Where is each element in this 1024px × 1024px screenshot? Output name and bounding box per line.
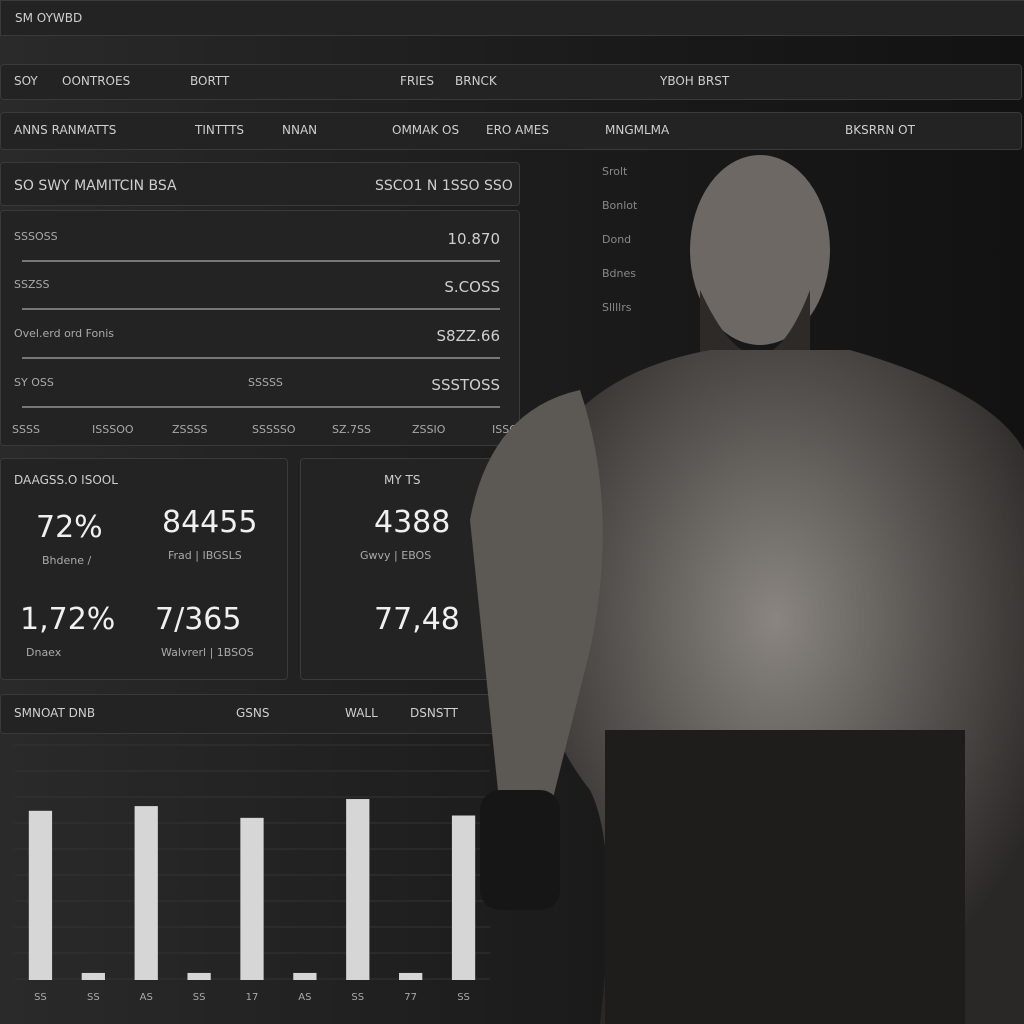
- stat-label: Walvrerl | 1BSOS: [161, 646, 254, 659]
- x-tick-label: 77: [404, 992, 417, 1003]
- stat-label: Gwvy | EBOS: [360, 549, 432, 562]
- row-label: SSZSS: [14, 278, 50, 291]
- row-divider: [22, 260, 500, 262]
- subtab: BKSRRN OT: [845, 123, 915, 137]
- subtab: OMMAK OS: [392, 123, 460, 137]
- stat-value: 7/365: [155, 602, 242, 637]
- summary-title: SO SWY MAMITCIN BSA: [14, 178, 177, 194]
- subtab: TINTTTS: [195, 123, 245, 137]
- subtab: ANNS RANMATTS: [14, 123, 117, 137]
- x-tick-label: SS: [351, 992, 364, 1003]
- footer-cell: ZSSIO: [412, 423, 446, 436]
- side-label: Dond: [602, 233, 632, 246]
- side-label: Sllllrs: [602, 301, 632, 314]
- row-label: Ovel.erd ord Fonis: [14, 327, 115, 340]
- row-value: SSSTOSS: [431, 376, 500, 394]
- stat-value: 4388: [374, 505, 451, 540]
- subtab-bar: [0, 112, 1022, 150]
- chart-header: [0, 694, 502, 734]
- bar: [240, 817, 264, 980]
- row-divider: [22, 357, 500, 359]
- bar: [399, 972, 423, 980]
- tab-bar: [0, 64, 1022, 100]
- chart-header-label: SMNOAT DNB: [14, 706, 96, 720]
- x-tick-label: AS: [140, 992, 153, 1003]
- stat-label: Bhdene /: [42, 554, 92, 567]
- row-value: 10.870: [447, 230, 501, 248]
- bar-chart: SS SS AS SS 17 AS SS 77 SS: [14, 744, 490, 1003]
- chart-header-label: DSNSTT: [410, 706, 458, 720]
- mini-panel: [300, 458, 502, 680]
- footer-cell: ISSSOO: [92, 423, 134, 436]
- athlete-photo: [470, 155, 1024, 1024]
- bar: [187, 972, 211, 980]
- stat-value: 84455: [162, 505, 258, 540]
- stats-panel: [0, 458, 288, 680]
- tab: YBOH BRST: [660, 74, 730, 88]
- stat-value: 77,48: [374, 602, 460, 637]
- summary-meta: SSCO1 N 1SSO SSO: [375, 178, 513, 194]
- bar: [346, 799, 370, 980]
- x-tick-label: SS: [193, 992, 206, 1003]
- side-label: Srolt: [602, 165, 628, 178]
- tab: SOY: [14, 74, 38, 88]
- tab: FRIES: [400, 74, 434, 88]
- stat-value: 1,72%: [20, 602, 116, 637]
- bar: [451, 815, 476, 980]
- subtab: NNAN: [282, 123, 318, 137]
- row-divider: [22, 406, 500, 408]
- row-mid: SSSSS: [248, 376, 283, 389]
- app-title: SM OYWBD: [15, 11, 83, 25]
- row-value: S8ZZ.66: [436, 327, 500, 345]
- x-tick-label: SS: [34, 992, 47, 1003]
- bar: [293, 972, 317, 980]
- subtab: ERO AMES: [486, 123, 549, 137]
- bar: [28, 810, 53, 980]
- x-tick-label: SS: [87, 992, 100, 1003]
- stat-label: Frad | IBGSLS: [168, 549, 242, 562]
- row-divider: [22, 308, 500, 310]
- x-tick-label: AS: [298, 992, 311, 1003]
- tab: OONTROES: [62, 74, 131, 88]
- chart-header-label: GSNS: [236, 706, 270, 720]
- footer-cell: ZSSSS: [172, 423, 208, 436]
- tab: BORTT: [190, 74, 230, 88]
- row-label: SSSOSS: [14, 230, 58, 243]
- bar: [134, 806, 158, 980]
- summary-header: [0, 162, 520, 206]
- chart-header-label: WALL: [345, 706, 378, 720]
- subtab: MNGMLMA: [605, 123, 670, 137]
- footer-cell: SZ.7SS: [332, 423, 371, 436]
- x-tick-label: 17: [246, 992, 259, 1003]
- top-bar: [0, 0, 1024, 36]
- footer-cell: SSSS: [12, 423, 40, 436]
- side-label: Bdnes: [602, 267, 636, 280]
- row-label: SY OSS: [14, 376, 54, 389]
- tab: BRNCK: [455, 74, 497, 88]
- side-label: Bonlot: [602, 199, 638, 212]
- bar: [81, 972, 105, 980]
- row-value: S.COSS: [444, 278, 500, 296]
- mini-title: MY TS: [384, 473, 421, 487]
- stats-title: DAAGSS.O ISOOL: [14, 473, 118, 487]
- stat-value: 72%: [36, 510, 103, 545]
- x-tick-label: SS: [457, 992, 470, 1003]
- footer-cell: SSSSSO: [252, 423, 296, 436]
- stat-label: Dnaex: [26, 646, 62, 659]
